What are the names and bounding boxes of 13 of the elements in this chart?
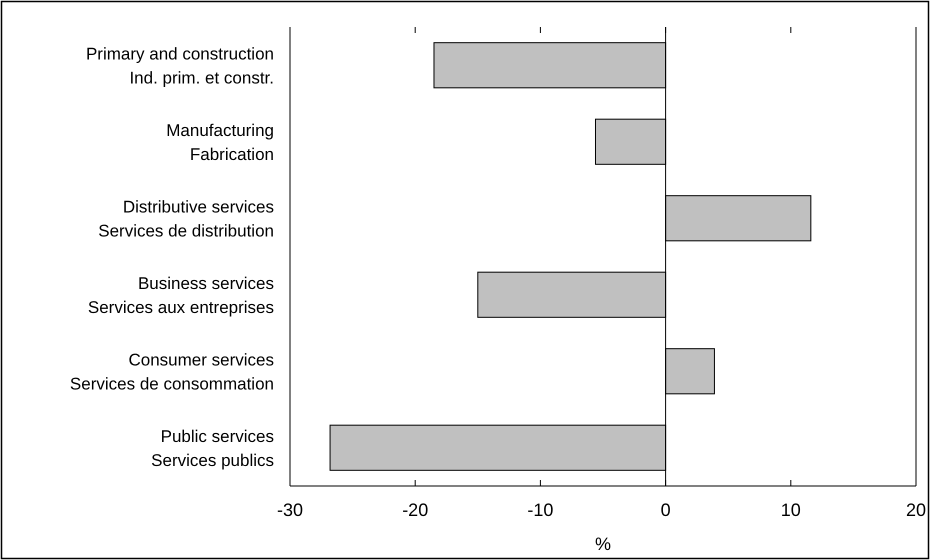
x-axis-title: % <box>594 534 612 554</box>
y-tick-label: Manufacturing Fabrication <box>166 120 274 164</box>
x-tick-label: 20 <box>906 500 926 520</box>
y-tick-label: Public services Services publics <box>151 426 274 470</box>
x-tick-label: -30 <box>276 500 304 520</box>
x-tick-label: 10 <box>780 500 801 520</box>
x-tick-label: -20 <box>402 500 428 520</box>
x-tick-label: 0 <box>660 500 671 520</box>
x-tick-label: -10 <box>527 500 554 520</box>
y-tick-label: Consumer services Services de consommation <box>70 350 274 394</box>
y-tick-label: Business services Services aux entreprises <box>88 274 274 317</box>
y-tick-label: Primary and construction Ind. prim. et constr. <box>86 44 274 88</box>
y-tick-label: Distributive services Services de distribution <box>98 197 274 240</box>
